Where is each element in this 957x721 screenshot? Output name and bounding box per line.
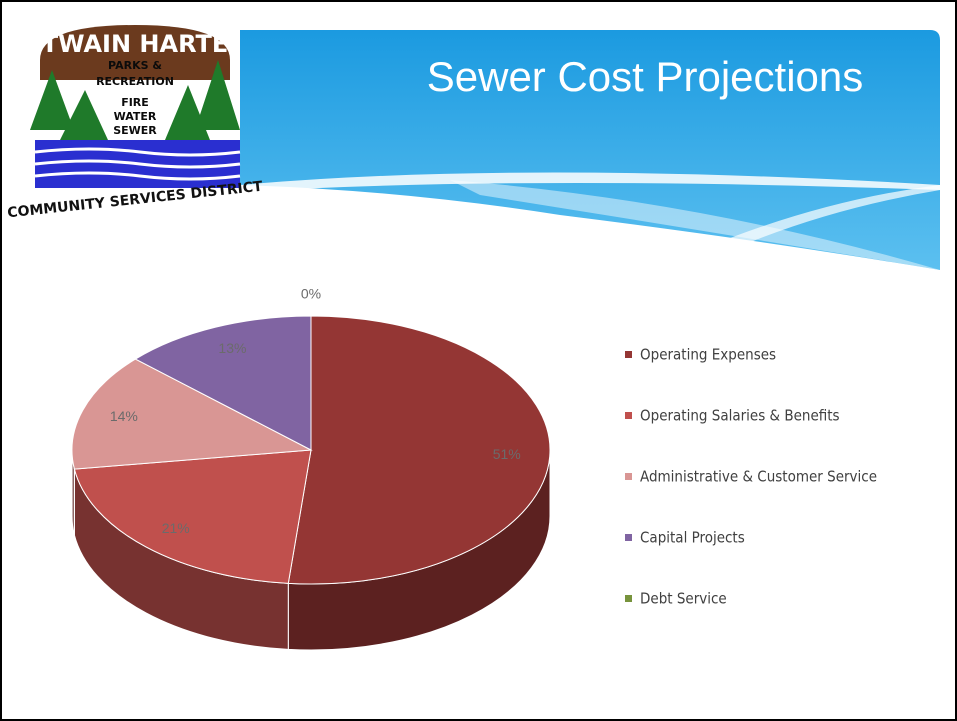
slice <box>287 315 551 585</box>
legend-label: Operating Expenses <box>640 346 776 364</box>
header-band <box>240 30 940 270</box>
slice <box>71 358 313 470</box>
data-label: 13% <box>218 340 246 356</box>
wave <box>450 180 940 270</box>
data-label: 21% <box>162 520 190 536</box>
logo-text: WATER <box>114 110 157 123</box>
logo-arch <box>40 25 230 80</box>
legend-label: Operating Salaries & Benefits <box>640 407 840 425</box>
logo-text: PARKS & <box>108 59 162 72</box>
legend-label: Administrative & Customer Service <box>640 468 877 486</box>
legend-label: Capital Projects <box>640 529 745 547</box>
slice <box>134 315 312 451</box>
wave <box>240 172 940 192</box>
trees <box>30 60 240 140</box>
legend-marker <box>625 473 632 480</box>
logo-text: RECREATION <box>96 75 174 88</box>
data-label: 51% <box>493 446 521 462</box>
header: Sewer Cost Projections <box>240 30 940 270</box>
legend-marker <box>625 595 632 602</box>
logo-text: SEWER <box>113 124 157 137</box>
slice <box>73 449 312 584</box>
logo-name: TWAIN HARTE <box>42 30 229 58</box>
logo-text: FIRE <box>121 96 149 109</box>
data-label: 0% <box>301 286 321 302</box>
data-label: 14% <box>110 408 138 424</box>
legend-label: Debt Service <box>640 590 727 608</box>
legend-marker <box>625 412 632 419</box>
wave <box>700 185 940 255</box>
legend-marker <box>625 351 632 358</box>
legend-marker <box>625 534 632 541</box>
water-waves <box>34 147 241 181</box>
chart-title: Sewer Cost Projections <box>427 53 864 100</box>
